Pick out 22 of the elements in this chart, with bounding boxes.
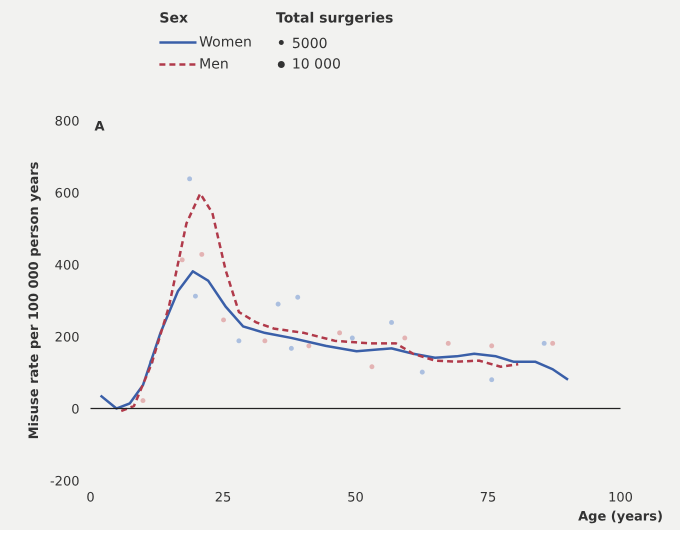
legend-title: Sex xyxy=(159,10,188,26)
legend-label: 10 000 xyxy=(292,56,341,72)
y-tick-label: 200 xyxy=(54,330,80,346)
y-tick-label: 0 xyxy=(71,402,80,418)
legend-label: Men xyxy=(199,56,229,72)
x-tick-label: 25 xyxy=(214,490,232,506)
annotation: A xyxy=(94,120,105,134)
y-tick-label: 600 xyxy=(54,186,80,202)
x-tick-label: 50 xyxy=(347,490,364,506)
line-series xyxy=(120,192,520,412)
x-tick-label: 100 xyxy=(608,490,633,506)
x-axis-title: Age (years) xyxy=(578,510,663,524)
line-series xyxy=(99,270,570,410)
y-axis-title: Misuse rate per 100 000 person years xyxy=(26,161,42,440)
legend-label: 5000 xyxy=(292,36,328,52)
x-tick-label: 75 xyxy=(480,490,496,506)
y-tick-label: 400 xyxy=(54,258,80,274)
y-tick-label: -200 xyxy=(50,474,80,490)
x-tick-label: 0 xyxy=(86,490,95,506)
text: Total surgeries xyxy=(276,10,394,26)
y-tick-label: 800 xyxy=(54,114,80,130)
legend-label: Women xyxy=(199,34,252,50)
